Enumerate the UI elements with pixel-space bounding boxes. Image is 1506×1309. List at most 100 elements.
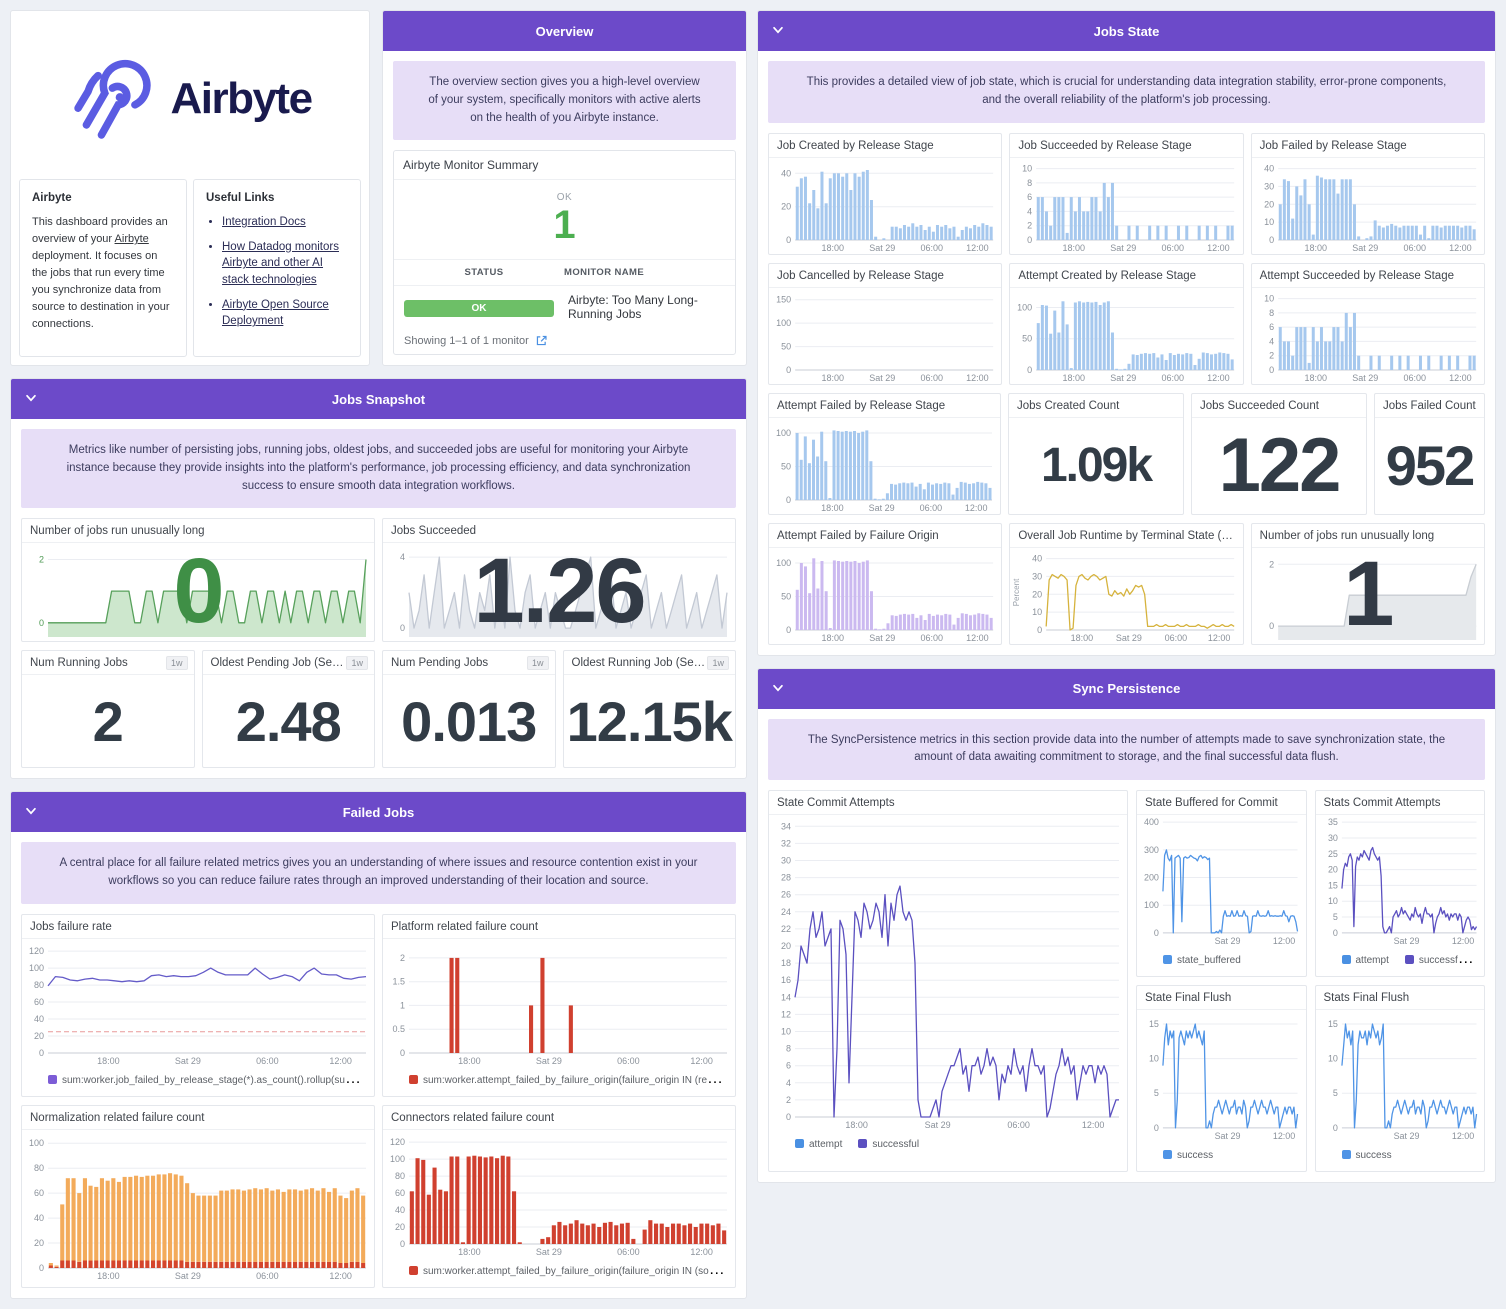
legend-item[interactable]: successful — [858, 1139, 919, 1150]
query-value-jobs-failed-count[interactable]: Jobs Failed Count 952 — [1374, 392, 1485, 515]
chart-legend: sum:worker.attempt_failed_by_failure_ori… — [383, 1067, 735, 1096]
about-note: Airbyte This dashboard provides an overv… — [19, 179, 187, 357]
failed-jobs-header: Failed Jobs — [11, 792, 746, 833]
state-buffered-chart-canvas[interactable]: 0 100 200 300 400 Sat 29 12:00 — [1137, 815, 1306, 947]
chart-stats-final-flush[interactable]: Stats Final Flush 0 5 10 15 Sat 29 12:00 succ… — [1314, 985, 1485, 1173]
chart-attempt-failed-by-failure-origin[interactable]: Attempt Failed by Failure Origin 0 50 100 1… — [768, 522, 1003, 645]
svg-text:0: 0 — [786, 495, 791, 505]
chart-connectors-related-failure-count[interactable]: Connectors related failure count 0 20 40 60… — [382, 1105, 736, 1289]
svg-text:10: 10 — [1032, 607, 1042, 617]
open-in-new-icon[interactable] — [535, 334, 548, 347]
query-value-jobs-succeeded-count[interactable]: Jobs Succeeded Count 122 — [1191, 392, 1367, 515]
chevron-down-icon[interactable] — [771, 23, 785, 37]
query-value-num-running-jobs[interactable]: Num Running Jobs 1w 2 — [21, 650, 195, 769]
chart-stats-commit-attempts[interactable]: Stats Commit Attempts 0 5 10 15 20 25 30 35 Sat … — [1314, 790, 1485, 978]
monitor-name[interactable]: Airbyte: Too Many Long-Running Jobs — [568, 293, 698, 322]
stats-final-flush-chart-canvas[interactable]: 0 5 10 15 Sat 29 12:00 — [1316, 1010, 1485, 1142]
attempt-failed-origin-chart-canvas[interactable]: 0 50 100 18:00 Sat 29 06:00 12:00 — [769, 548, 1001, 644]
job-cancelled-chart-canvas[interactable]: 0 50 100 150 18:00 Sat 29 06:00 12:00 — [769, 288, 1001, 384]
svg-text:0: 0 — [786, 1112, 791, 1122]
job-created-chart-canvas[interactable]: 0 20 40 18:00 Sat 29 06:00 12:00 — [769, 158, 1001, 254]
svg-text:2: 2 — [400, 953, 405, 963]
legend-swatch-icon — [409, 1266, 418, 1276]
svg-text:100: 100 — [1144, 900, 1159, 910]
attempt-succeeded-chart-canvas[interactable]: 0 2 4 6 8 10 18:00 Sat 29 06:00 12:00 — [1252, 288, 1484, 384]
svg-text:120: 120 — [390, 1137, 405, 1147]
chart-job-cancelled-by-release-stage[interactable]: Job Cancelled by Release Stage 0 50 100 150… — [768, 262, 1003, 385]
normalization-failure-chart-canvas[interactable]: 0 20 40 60 80 100 18:00 Sat 29 06:00 12:00 — [22, 1130, 374, 1282]
unusually-long-jobs-chart-canvas[interactable]: 02 — [22, 543, 374, 641]
chart-state-buffered-for-commit[interactable]: State Buffered for Commit 0 100 200 300 400 S… — [1136, 790, 1307, 978]
chart-job-created-by-release-stage[interactable]: Job Created by Release Stage 0 20 40 18:00 S… — [768, 132, 1003, 255]
svg-text:06:00: 06:00 — [1162, 243, 1185, 253]
job-failed-chart-canvas[interactable]: 0 10 20 30 40 18:00 Sat 29 06:00 12:00 — [1252, 158, 1484, 254]
attempt-failed-chart-canvas[interactable]: 0 50 100 18:00 Sat 29 06:00 12:00 — [769, 418, 1000, 514]
monitor-summary-widget[interactable]: Airbyte Monitor Summary OK 1 STATUS MONI… — [393, 150, 736, 355]
left-column: Airbyte Airbyte This dashboard provides … — [10, 10, 747, 1300]
svg-text:18:00: 18:00 — [821, 243, 844, 253]
about-body: This dashboard provides an overview of y… — [32, 214, 174, 333]
svg-text:0: 0 — [400, 1239, 405, 1249]
chart-state-commit-attempts[interactable]: State Commit Attempts 0 2 4 6 8 10 12 14 16 18 20 2… — [768, 790, 1128, 1173]
monitor-table-row[interactable]: OK Airbyte: Too Many Long-Running Jobs — [394, 286, 735, 328]
svg-text:80: 80 — [395, 1171, 405, 1181]
open-source-deployment-link[interactable]: Airbyte Open Source Deployment — [222, 298, 329, 328]
platform-failure-chart-canvas[interactable]: 0 0.5 1 1.5 2 18:00 Sat 29 06:00 12:00 — [383, 939, 735, 1067]
qv-value: 122 — [1218, 423, 1342, 509]
chart-attempt-failed-by-release-stage[interactable]: Attempt Failed by Release Stage 0 50 100 18… — [768, 392, 1001, 515]
chart-platform-related-failure-count[interactable]: Platform related failure count 0 0.5 1 1.5 2… — [382, 914, 736, 1098]
chart-title: Stats Commit Attempts — [1315, 791, 1484, 816]
query-value-jobs-created-count[interactable]: Jobs Created Count 1.09k — [1008, 392, 1184, 515]
legend-item[interactable]: success — [1163, 1150, 1213, 1161]
chart-normalization-related-failure-count[interactable]: Normalization related failure count 0 20 4… — [21, 1105, 375, 1289]
query-value-oldest-running-job[interactable]: Oldest Running Job (Secs) 1w 12.15k — [562, 650, 736, 769]
legend-item[interactable]: attempt — [795, 1139, 842, 1150]
failed-jobs-description: A central place for all failure related … — [21, 842, 736, 905]
integration-docs-link[interactable]: Integration Docs — [222, 216, 306, 228]
datadog-monitors-link[interactable]: How Datadog monitors Airbyte and other A… — [222, 240, 339, 287]
chart-attempt-created-by-release-stage[interactable]: Attempt Created by Release Stage 0 50 100 1… — [1009, 262, 1244, 385]
sync-persistence-section: Sync Persistence The SyncPersistence met… — [757, 667, 1496, 1184]
query-value-num-pending-jobs[interactable]: Num Pending Jobs 1w 0.013 — [382, 650, 556, 769]
legend-item[interactable]: attempt — [1341, 955, 1389, 966]
chart-attempt-succeeded-by-release-stage[interactable]: Attempt Succeeded by Release Stage 0 2 4 6 8… — [1250, 262, 1485, 385]
chart-title: Attempt Failed by Release Stage — [769, 394, 1000, 418]
legend-item[interactable]: sum:worker.attempt_failed_by_failure_ori… — [409, 1075, 735, 1086]
svg-text:Sat 29: Sat 29 — [1215, 936, 1241, 946]
connectors-failure-chart-canvas[interactable]: 0 20 40 60 80 100 120 18:00 Sat 29 06:00 12:00 — [383, 1130, 735, 1258]
about-text: This dashboard provides an overview of y… — [32, 216, 168, 246]
attempt-created-chart-canvas[interactable]: 0 50 100 18:00 Sat 29 06:00 12:00 — [1010, 288, 1242, 384]
jobs-succeeded-chart-canvas[interactable]: 04 — [383, 543, 735, 641]
legend-item[interactable]: state_buffered — [1163, 955, 1241, 966]
chevron-down-icon[interactable] — [24, 391, 38, 405]
monitor-status-summary: OK 1 — [394, 180, 735, 261]
airbyte-link[interactable]: Airbyte — [114, 233, 149, 246]
chart-state-final-flush[interactable]: State Final Flush 0 5 10 15 Sat 29 12:00 succ… — [1136, 985, 1307, 1173]
legend-item[interactable]: sum:worker.attempt_failed_by_failure_ori… — [409, 1266, 735, 1277]
unusually-long-right-chart-canvas[interactable]: 02 — [1252, 548, 1484, 644]
chevron-down-icon[interactable] — [771, 681, 785, 695]
chart-job-succeeded-by-release-stage[interactable]: Job Succeeded by Release Stage 0 2 4 6 8 10 18… — [1009, 132, 1244, 255]
job-runtime-chart-canvas[interactable]: 0 10 20 30 40 Percent 18:00 Sat 29 06:00 12:00 — [1010, 548, 1242, 644]
legend-label: sum:worker.attempt_failed_by_failure_ori… — [423, 1266, 735, 1278]
state-final-flush-chart-canvas[interactable]: 0 5 10 15 Sat 29 12:00 — [1137, 1010, 1306, 1142]
svg-text:18:00: 18:00 — [821, 373, 844, 383]
legend-item[interactable]: sum:worker.job_failed_by_release_stage(*… — [48, 1075, 374, 1086]
legend-item[interactable]: successful — [1404, 955, 1466, 966]
chart-jobs-failure-rate[interactable]: Jobs failure rate 0 20 40 60 80 100 120 18:00 Sa… — [21, 914, 375, 1098]
job-succeeded-chart-canvas[interactable]: 0 2 4 6 8 10 18:00 Sat 29 06:00 12:00 — [1010, 158, 1242, 254]
chevron-down-icon[interactable] — [24, 804, 38, 818]
chart-job-failed-by-release-stage[interactable]: Job Failed by Release Stage 0 10 20 30 40 18:… — [1250, 132, 1485, 255]
svg-text:50: 50 — [781, 341, 791, 351]
chart-overall-job-runtime[interactable]: Overall Job Runtime by Terminal State (S… — [1009, 522, 1244, 645]
legend-item[interactable]: success — [1341, 1150, 1392, 1161]
jobs-failure-rate-chart-canvas[interactable]: 0 20 40 60 80 100 120 18:00 Sat 29 06:00 12:00 — [22, 939, 374, 1067]
query-value-oldest-pending-job[interactable]: Oldest Pending Job (Secs) 1w 2.48 — [201, 650, 375, 769]
airbyte-logo-icon — [74, 59, 152, 139]
stats-commit-chart-canvas[interactable]: 0 5 10 15 20 25 30 35 Sat 29 12:00 — [1316, 815, 1485, 947]
svg-text:12:00: 12:00 — [1273, 936, 1295, 946]
